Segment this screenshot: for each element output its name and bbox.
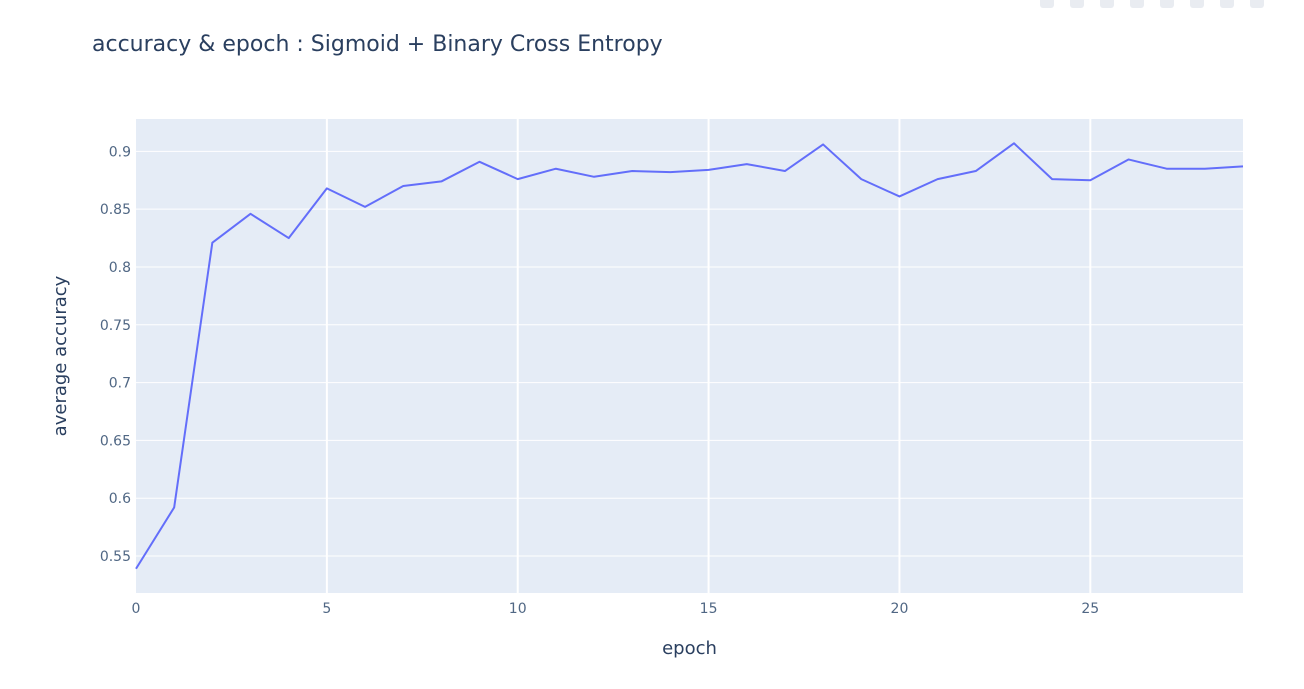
y-tick-label: 0.6 — [109, 491, 131, 507]
chart-toolbar[interactable] — [1040, 0, 1264, 8]
x-axis-ticks: 0 5 10 15 20 25 — [132, 601, 1100, 617]
data-point[interactable] — [855, 173, 867, 185]
data-point[interactable] — [1122, 153, 1134, 165]
y-axis-ticks: 0.55 0.6 0.65 0.7 0.75 0.8 0.85 0.9 — [100, 144, 131, 565]
data-point[interactable] — [130, 563, 142, 575]
data-point[interactable] — [512, 173, 524, 185]
data-point[interactable] — [1199, 163, 1211, 175]
pan-icon[interactable] — [1100, 0, 1114, 8]
series-layer — [130, 137, 1249, 575]
data-point[interactable] — [741, 158, 753, 170]
data-point[interactable] — [550, 163, 562, 175]
data-point[interactable] — [932, 173, 944, 185]
y-axis-label: average accuracy — [50, 275, 71, 436]
data-point[interactable] — [779, 165, 791, 177]
data-point[interactable] — [474, 156, 486, 168]
reset-axes-icon[interactable] — [1220, 0, 1234, 8]
data-point[interactable] — [245, 208, 257, 220]
plotly-logo-icon[interactable] — [1250, 0, 1264, 8]
data-point[interactable] — [703, 164, 715, 176]
data-point[interactable] — [206, 237, 218, 249]
y-tick-label: 0.55 — [100, 549, 131, 565]
x-tick-label: 20 — [891, 601, 909, 617]
data-point[interactable] — [970, 165, 982, 177]
data-point[interactable] — [1237, 160, 1249, 172]
data-point[interactable] — [359, 201, 371, 213]
y-tick-label: 0.8 — [109, 260, 131, 276]
x-tick-label: 5 — [322, 601, 331, 617]
series-line[interactable] — [135, 142, 1244, 570]
data-point[interactable] — [588, 171, 600, 183]
chart-title: accuracy & epoch : Sigmoid + Binary Cros… — [92, 32, 663, 57]
y-tick-label: 0.7 — [109, 376, 131, 392]
x-gridlines — [325, 119, 1092, 593]
y-gridlines — [136, 150, 1243, 557]
y-tick-label: 0.85 — [100, 202, 131, 218]
x-tick-label: 0 — [132, 601, 141, 617]
plot-area[interactable] — [136, 119, 1243, 593]
data-point[interactable] — [321, 182, 333, 194]
data-point[interactable] — [817, 138, 829, 150]
data-point[interactable] — [1008, 137, 1020, 149]
data-point[interactable] — [664, 166, 676, 178]
data-point[interactable] — [283, 232, 295, 244]
autoscale-icon[interactable] — [1190, 0, 1204, 8]
data-point[interactable] — [1084, 174, 1096, 186]
x-tick-label: 10 — [509, 601, 527, 617]
data-point[interactable] — [1161, 163, 1173, 175]
data-point[interactable] — [893, 190, 905, 202]
x-tick-label: 15 — [700, 601, 718, 617]
zoom-in-icon[interactable] — [1130, 0, 1144, 8]
y-tick-label: 0.65 — [100, 433, 131, 449]
zoom-icon[interactable] — [1070, 0, 1084, 8]
data-point[interactable] — [168, 501, 180, 513]
x-axis-label: epoch — [662, 638, 717, 659]
camera-icon[interactable] — [1040, 0, 1054, 8]
zoom-out-icon[interactable] — [1160, 0, 1174, 8]
y-tick-label: 0.9 — [109, 144, 131, 160]
data-point[interactable] — [397, 180, 409, 192]
data-point[interactable] — [626, 165, 638, 177]
data-point[interactable] — [1046, 173, 1058, 185]
x-tick-label: 25 — [1081, 601, 1099, 617]
y-tick-label: 0.75 — [100, 318, 131, 334]
data-point[interactable] — [435, 175, 447, 187]
